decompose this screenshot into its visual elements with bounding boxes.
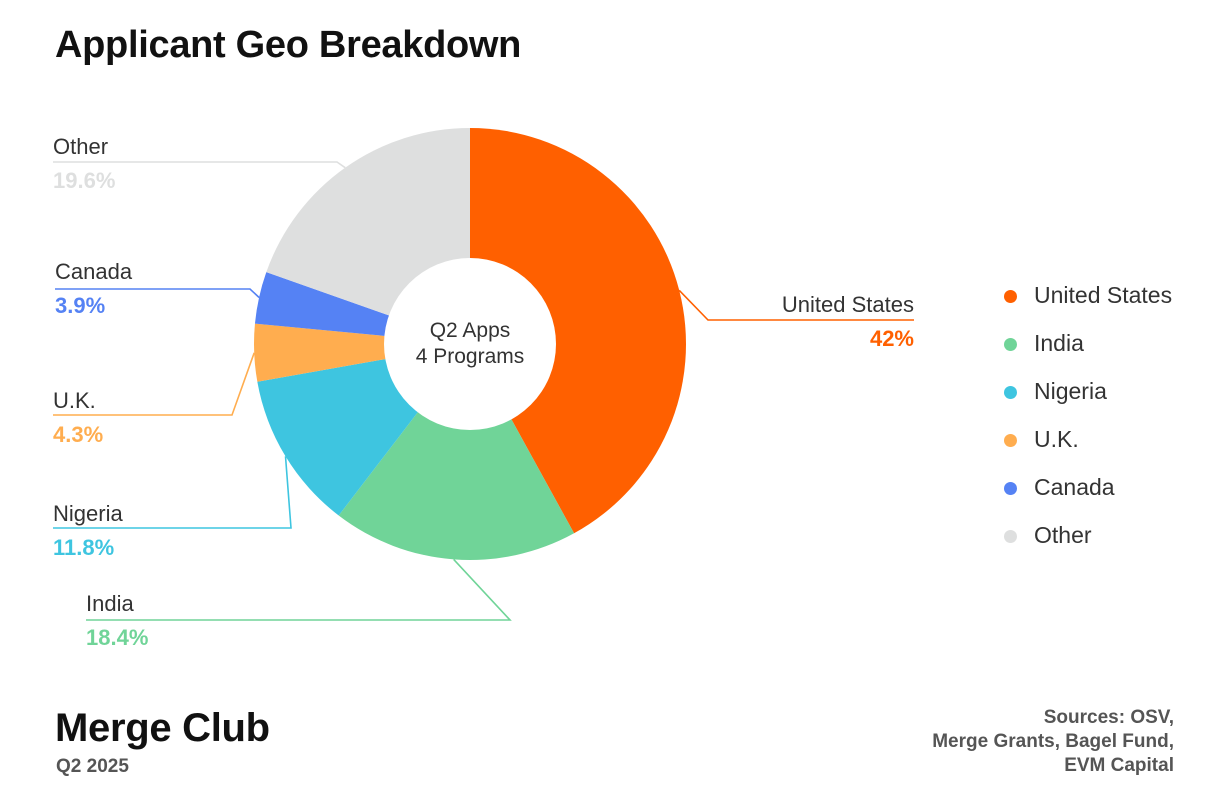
brand-name: Merge Club (55, 706, 270, 750)
sources-line: Merge Grants, Bagel Fund, (932, 731, 1174, 752)
legend-swatch (1004, 530, 1017, 543)
legend-swatch (1004, 290, 1017, 303)
slice-value-label: 3.9% (55, 293, 105, 318)
slice-name-label: Canada (55, 259, 133, 284)
legend-label: Canada (1034, 474, 1115, 500)
center-label-line1: Q2 Apps (430, 319, 511, 342)
leader-line-other (53, 161, 346, 169)
legend-label: India (1034, 330, 1084, 356)
chart-title: Applicant Geo Breakdown (55, 24, 522, 66)
slice-value-label: 18.4% (86, 625, 148, 650)
leader-lines (53, 161, 914, 621)
slice-labels: United States 42% India 18.4% Nigeria 11.8% U.… (53, 134, 914, 650)
leader-line-nigeria (53, 456, 292, 529)
slice-name-label: U.K. (53, 388, 96, 413)
slice-india (338, 344, 575, 560)
slice-united-states (470, 128, 686, 534)
legend-label: Other (1034, 522, 1092, 548)
legend-label: U.K. (1034, 426, 1079, 452)
slice-u-k (253, 323, 470, 382)
period-label: Q2 2025 (56, 756, 129, 777)
donut-hole (384, 258, 556, 430)
slice-value-label: 19.6% (53, 168, 115, 193)
sources-note: Sources: OSV, Merge Grants, Bagel Fund, … (854, 706, 1174, 778)
legend-swatch (1004, 434, 1017, 447)
slice-name-label: India (86, 591, 134, 616)
center-label-line2: 4 Programs (416, 345, 525, 368)
slice-value-label: 11.8% (53, 535, 114, 560)
slice-name-label: Nigeria (53, 501, 123, 526)
slice-value-label: 4.3% (53, 422, 103, 447)
legend-label: United States (1034, 282, 1173, 308)
slice-value-label: 42% (870, 326, 914, 351)
legend-swatch (1004, 338, 1017, 351)
slice-name-label: Other (53, 134, 108, 159)
sources-line: EVM Capital (1064, 755, 1174, 776)
leader-line-canada (55, 288, 260, 299)
legend-swatch (1004, 386, 1017, 399)
donut-slices (253, 128, 686, 560)
legend-label: Nigeria (1034, 378, 1107, 404)
leader-line-united-states (678, 289, 914, 321)
sources-line: Sources: OSV, (1043, 707, 1174, 728)
legend-swatch (1004, 482, 1017, 495)
slice-name-label: United States (782, 292, 914, 317)
leader-line-u-k (53, 352, 255, 416)
leader-line-india (86, 558, 512, 621)
